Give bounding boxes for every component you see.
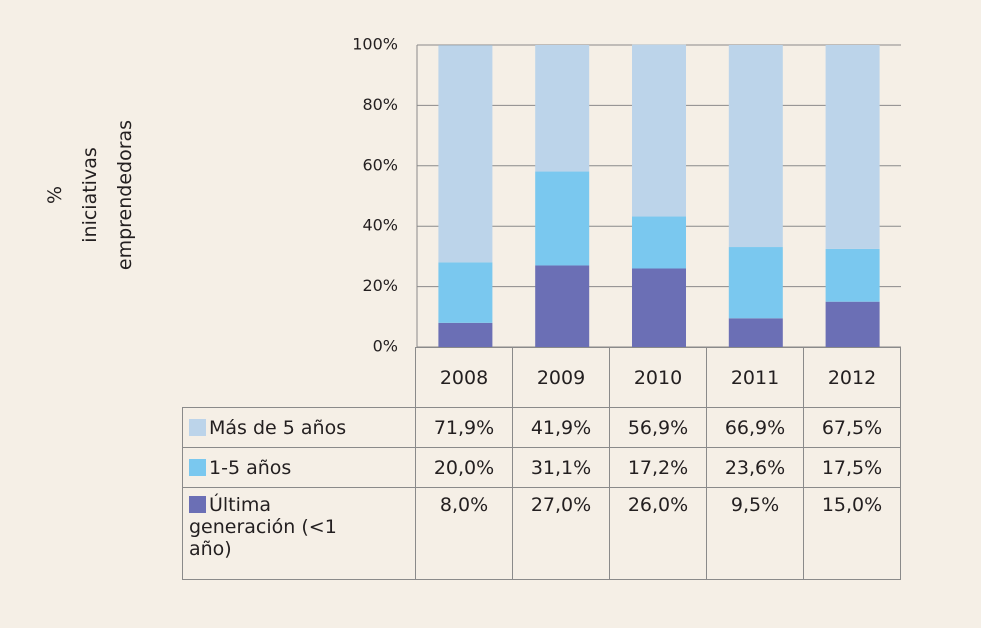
- legend-cell: 1-5 años: [182, 447, 416, 488]
- table-row: 1-5 años 20,0% 31,1% 17,2% 23,6% 17,5%: [182, 447, 901, 488]
- y-axis-label-line: %: [44, 186, 66, 204]
- value-cell: 56,9%: [609, 407, 707, 448]
- value-cell: 17,5%: [803, 447, 901, 488]
- y-tick-label: 40%: [362, 216, 398, 235]
- value-cell: 27,0%: [512, 487, 610, 580]
- y-tick-label: 20%: [362, 276, 398, 295]
- table-row: Más de 5 años 71,9% 41,9% 56,9% 66,9% 67,5%: [182, 407, 901, 448]
- value-cell: 20,0%: [415, 447, 513, 488]
- value-cell: 41,9%: [512, 407, 610, 448]
- category-label: 2012: [803, 347, 901, 408]
- value-cell: 9,5%: [706, 487, 804, 580]
- bar-segment: [825, 248, 880, 302]
- value-cell: 66,9%: [706, 407, 804, 448]
- bar-segment: [632, 44, 686, 217]
- value-cell: 67,5%: [803, 407, 901, 448]
- value-cell: 23,6%: [706, 447, 804, 488]
- y-axis-label-line: emprendedoras: [114, 120, 136, 270]
- bar-segment: [535, 171, 590, 266]
- table-header-row: 2008 2009 2010 2011 2012: [182, 347, 901, 408]
- value-cell: 8,0%: [415, 487, 513, 580]
- value-cell: 31,1%: [512, 447, 610, 488]
- table-corner: [182, 347, 416, 408]
- category-label: 2008: [415, 347, 513, 408]
- legend-swatch: [189, 418, 206, 436]
- bar-segment: [438, 45, 493, 263]
- legend-label: Última generación (<1 año): [189, 494, 337, 560]
- bar-segment: [728, 45, 783, 248]
- bar-segment: [535, 45, 590, 172]
- y-axis-label: % iniciativas emprendedoras: [44, 120, 136, 270]
- legend-label: 1-5 años: [209, 456, 292, 479]
- bar-segment: [728, 318, 783, 347]
- bar-segment: [728, 247, 783, 319]
- y-tick-label: 100%: [352, 35, 398, 54]
- value-cell: 26,0%: [609, 487, 707, 580]
- category-label: 2009: [512, 347, 610, 408]
- legend-swatch: [189, 458, 206, 476]
- y-axis-label-line: iniciativas: [79, 147, 101, 242]
- bar-segment: [825, 45, 880, 249]
- bar-segment: [632, 216, 686, 269]
- bar-segment: [438, 322, 493, 347]
- category-label: 2011: [706, 347, 804, 408]
- y-tick-label: 60%: [362, 155, 398, 174]
- legend-label: Más de 5 años: [209, 416, 347, 439]
- value-cell: 17,2%: [609, 447, 707, 488]
- category-label: 2010: [609, 347, 707, 408]
- bar-segment: [825, 301, 880, 347]
- data-table: 2008 2009 2010 2011 2012 Más de 5 años 71,9% 41…: [182, 347, 901, 580]
- bar-segment: [535, 265, 590, 347]
- bar-segment: [438, 262, 493, 323]
- bar-segment: [632, 268, 686, 347]
- legend-swatch: [189, 496, 206, 513]
- legend-cell: Última generación (<1 año): [182, 487, 416, 580]
- table-row: Última generación (<1 año) 8,0% 27,0% 26,0%…: [182, 487, 901, 580]
- legend-cell: Más de 5 años: [182, 407, 416, 448]
- y-tick-label: 80%: [362, 95, 398, 114]
- value-cell: 15,0%: [803, 487, 901, 580]
- value-cell: 71,9%: [415, 407, 513, 448]
